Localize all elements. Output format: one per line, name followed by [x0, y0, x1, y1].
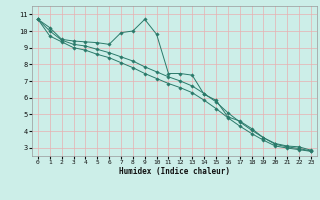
X-axis label: Humidex (Indice chaleur): Humidex (Indice chaleur) [119, 167, 230, 176]
